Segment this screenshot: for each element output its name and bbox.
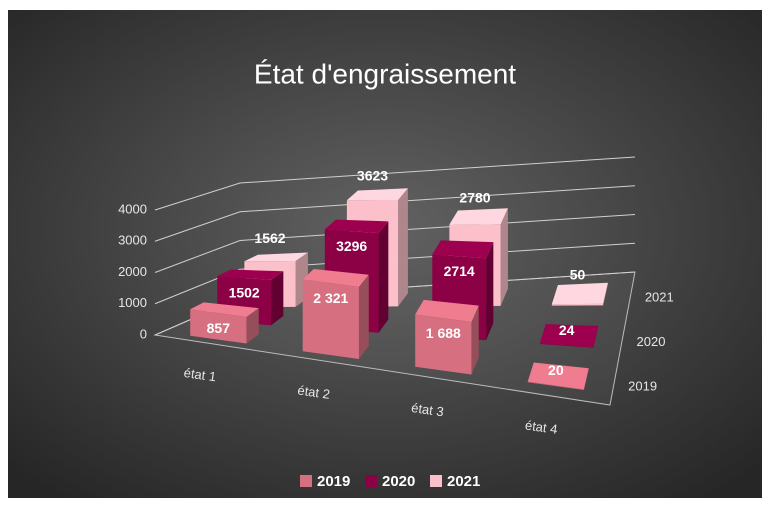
- depth-tick-label: 2020: [637, 334, 666, 349]
- legend-swatch: [365, 475, 377, 487]
- bar: [551, 282, 608, 306]
- bar-side: [486, 242, 494, 341]
- bar-top: [324, 219, 389, 234]
- bar: [415, 299, 479, 375]
- x-tick-label: état 3: [410, 400, 444, 419]
- value-label: 1 688: [426, 325, 461, 341]
- bar-front: [190, 309, 247, 344]
- y-tick-label: 2000: [118, 264, 147, 279]
- value-label: 2 321: [313, 290, 348, 306]
- bar-side: [500, 208, 508, 306]
- bar: [302, 269, 369, 360]
- value-label: 3296: [336, 238, 367, 254]
- bar-front: [415, 314, 472, 375]
- y-tick-label: 0: [140, 326, 147, 341]
- legend-label: 2021: [447, 473, 480, 490]
- value-label: 20: [548, 362, 564, 378]
- value-label: 2780: [459, 190, 490, 206]
- bar-top: [346, 188, 408, 201]
- bar: [190, 302, 259, 344]
- bar-top: [432, 240, 494, 259]
- value-label: 3623: [357, 167, 388, 183]
- y-tick-label: 4000: [118, 201, 147, 216]
- bar: [539, 324, 599, 348]
- bar-top: [190, 302, 259, 317]
- bar-side: [246, 308, 259, 344]
- bar-side: [358, 274, 369, 360]
- y-tick-label: 3000: [118, 233, 147, 248]
- value-label: 50: [570, 267, 586, 283]
- y-tick-label: 1000: [118, 295, 147, 310]
- value-label: 2714: [444, 263, 475, 279]
- bar-top: [415, 299, 479, 323]
- legend-swatch: [300, 475, 312, 487]
- grid-line: [154, 156, 636, 211]
- bar-front: [551, 303, 604, 306]
- bar-side: [471, 305, 479, 375]
- bar-side: [378, 221, 389, 333]
- value-label: 857: [207, 320, 231, 336]
- value-label: 1502: [229, 285, 260, 301]
- x-tick-label: état 2: [297, 383, 331, 402]
- x-tick-label: état 4: [524, 418, 558, 437]
- bar-side: [271, 271, 284, 326]
- bar-top: [551, 282, 608, 305]
- bar-top: [539, 324, 599, 347]
- grid-line: [154, 185, 636, 242]
- bar-front: [527, 381, 584, 391]
- x-tick-label: état 1: [183, 365, 217, 384]
- bar-front: [302, 279, 359, 360]
- bar-side: [398, 188, 408, 307]
- bar-side: [603, 282, 608, 306]
- bar-top: [244, 252, 308, 262]
- bar-top: [449, 208, 508, 225]
- legend-label: 2019: [317, 473, 350, 490]
- legend-swatch: [430, 475, 442, 487]
- bar-top: [217, 269, 284, 280]
- depth-tick-label: 2021: [645, 290, 674, 305]
- value-label: 24: [559, 322, 575, 338]
- bar-side: [593, 325, 599, 348]
- bar-top: [527, 362, 589, 390]
- legend-label: 2020: [382, 473, 415, 490]
- bar-front: [539, 343, 594, 348]
- value-label: 1562: [254, 230, 285, 246]
- bar: [527, 362, 589, 391]
- chart-title: État d'engraissement: [254, 58, 516, 89]
- bar-side: [583, 368, 589, 391]
- depth-tick-label: 2019: [628, 378, 657, 393]
- bar-top: [302, 269, 369, 287]
